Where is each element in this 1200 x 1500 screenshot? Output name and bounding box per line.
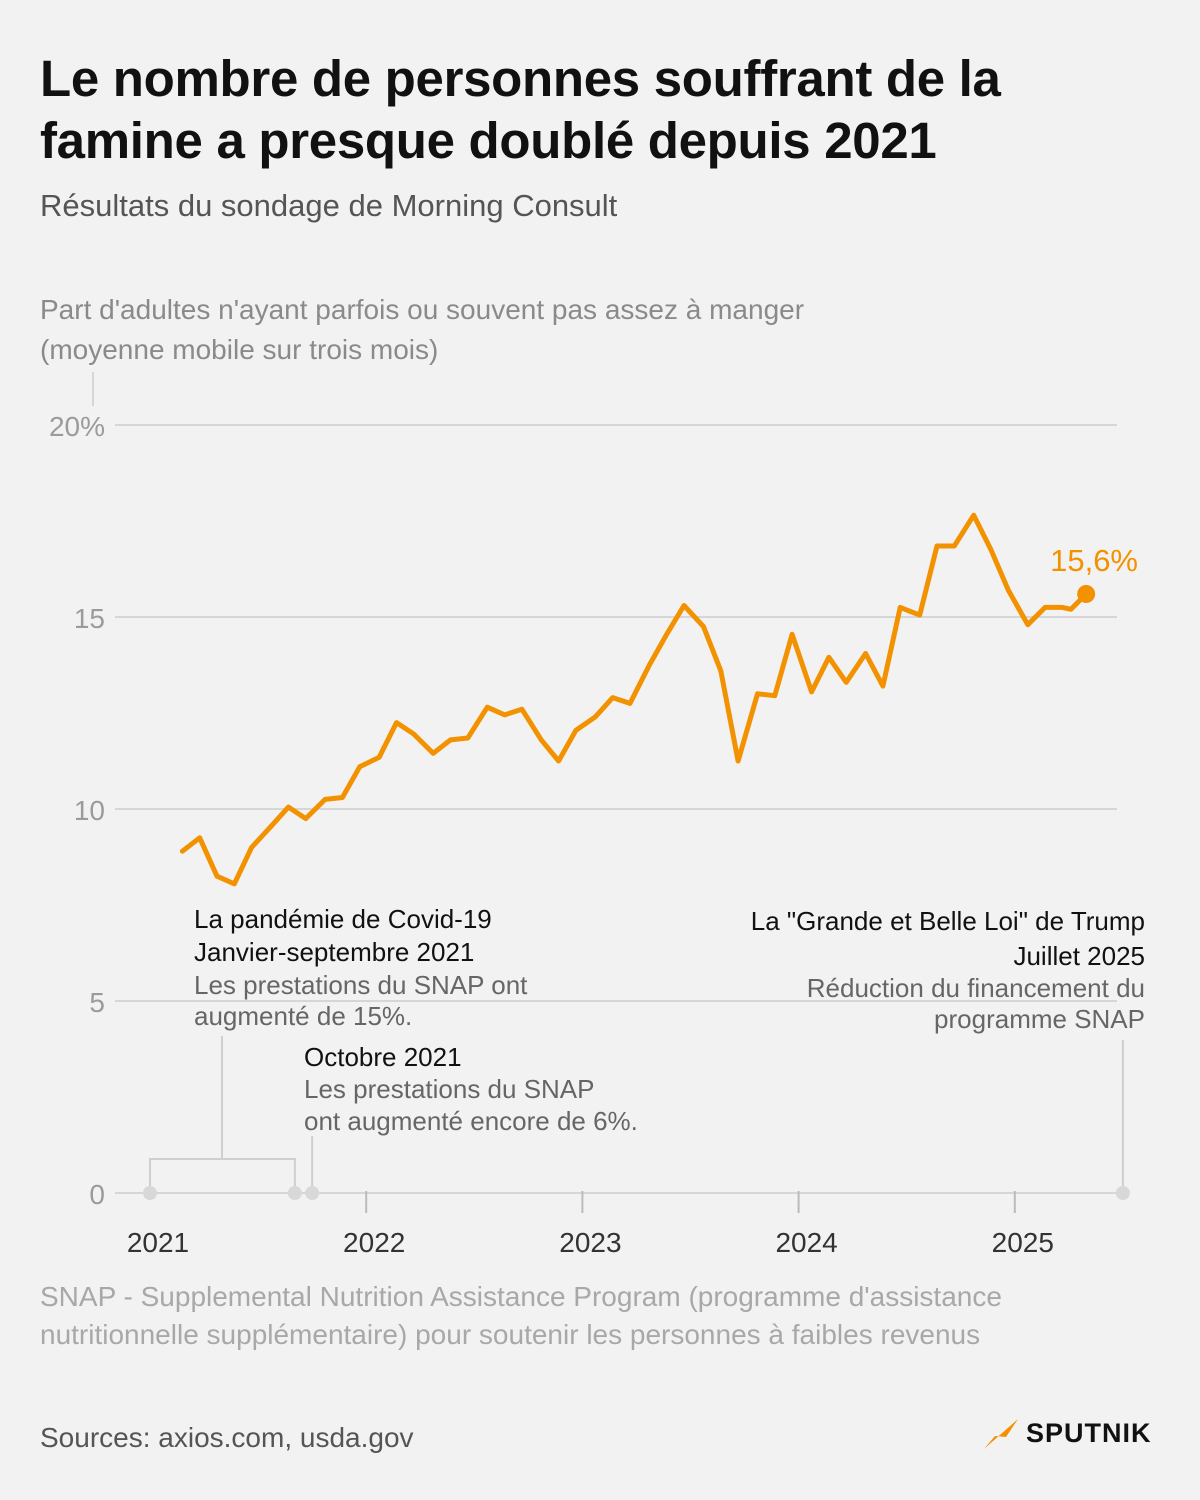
y-tick-label: 15 [74,603,105,634]
chart-subtitle: Résultats du sondage de Morning Consult [40,188,618,223]
sputnik-arrow-icon [984,1418,1018,1449]
line-chart: 0 5 10 15 20% 2021 2022 2023 2024 2025 15,6% La pan… [49,372,1145,1258]
logo-text: SPUTNIK [1026,1418,1152,1448]
annotation-october-text: ont augmenté encore de 6%. [304,1106,638,1136]
x-tick-label: 2021 [127,1227,189,1258]
annotation-trump-title: La "Grande et Belle Loi" de Trump [751,906,1145,936]
last-point [1077,584,1096,603]
chart-title: Le nombre de personnes souffrant de la f… [40,50,1001,169]
annotation-marker [287,1186,302,1200]
y-tick-label: 5 [89,987,105,1018]
y-tick-label: 10 [74,795,105,826]
footnote: SNAP - Supplemental Nutrition Assistance… [40,1281,1002,1350]
annotation-marker [1115,1186,1130,1200]
y-axis-label-line-1: Part d'adultes n'ayant parfois ou souven… [40,294,805,325]
annotation-covid-text: augmenté de 15%. [194,1001,412,1031]
covid-bracket [149,1158,296,1190]
x-tick-label: 2024 [775,1227,837,1258]
y-axis-label-line-2: (moyenne mobile sur trois mois) [40,334,439,365]
annotation-trump-subtitle: Juillet 2025 [1013,941,1145,971]
annotation-trump-text: programme SNAP [934,1004,1145,1034]
annotation-covid-title: La pandémie de Covid-19 [194,904,492,934]
annotation-covid-subtitle: Janvier-septembre 2021 [194,937,474,967]
sputnik-logo: SPUTNIK [984,1418,1152,1449]
y-axis-label: Part d'adultes n'ayant parfois ou souven… [40,290,1040,370]
y-tick-label: 0 [89,1179,105,1210]
last-value-label: 15,6% [1050,543,1138,578]
annotation-trump-text: Réduction du financement du [807,973,1145,1003]
y-tick-label: 20% [49,411,105,442]
x-tick-label: 2022 [343,1227,405,1258]
x-tick-label: 2025 [992,1227,1054,1258]
annotation-marker [305,1186,320,1200]
annotation-covid-text: Les prestations du SNAP ont [194,970,528,1000]
x-tick-label: 2023 [559,1227,621,1258]
series-line [179,512,1089,887]
annotation-marker [143,1186,157,1200]
annotation-october-title: Octobre 2021 [304,1042,462,1072]
annotation-october-text: Les prestations du SNAP [304,1074,595,1104]
sources: Sources: axios.com, usda.gov [40,1422,414,1453]
